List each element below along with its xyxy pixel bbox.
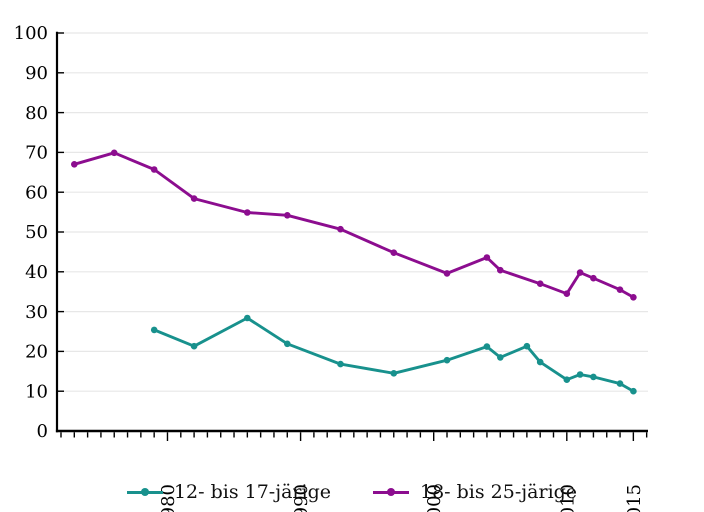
legend-label-12-17: 12- bis 17-järige: [173, 481, 331, 503]
y-tick-label: 30: [25, 302, 48, 323]
x-axis-ticks-labels: 1980 1990 2000 2010 2015: [60, 432, 648, 512]
y-tick-label: 50: [25, 222, 48, 243]
data-point-marker: [244, 314, 251, 322]
data-point-marker: [563, 376, 571, 384]
data-point-marker: [630, 294, 637, 301]
data-point-marker: [390, 249, 398, 256]
data-point-marker: [497, 266, 504, 274]
data-point-marker: [576, 269, 584, 276]
data-point-marker: [190, 195, 198, 202]
data-point-marker: [616, 380, 624, 387]
x-tick-label: 2010: [557, 484, 578, 512]
y-tick-label: 100: [14, 23, 48, 44]
data-point-marker: [390, 370, 398, 377]
x-tick-label: 1990: [291, 484, 312, 512]
y-tick-label: 90: [25, 63, 48, 84]
legend-line-sample-18-25: [373, 488, 409, 496]
data-point-marker: [536, 280, 544, 288]
series-line-0: [152, 316, 635, 393]
series-1: [71, 149, 637, 301]
data-point-marker: [497, 354, 504, 361]
legend-marker-dot-12-17: [140, 488, 149, 496]
data-point-marker: [576, 371, 584, 378]
y-tick-label: 0: [37, 421, 48, 442]
data-point-marker: [523, 342, 531, 350]
y-tick-label: 60: [25, 182, 48, 203]
chart-legend: 12- bis 17-järige 18- bis 25-järige: [0, 477, 704, 507]
y-tick-label: 10: [25, 381, 48, 402]
data-point-marker: [536, 358, 544, 366]
x-tick-label: 2000: [424, 484, 445, 512]
data-point-marker: [150, 326, 158, 334]
legend-item-18-25: 18- bis 25-järige: [373, 481, 577, 503]
data-point-marker: [150, 166, 158, 173]
data-point-marker: [616, 286, 624, 294]
data-point-marker: [284, 340, 291, 348]
legend-marker-dot-18-25: [387, 488, 395, 496]
y-tick-label: 70: [25, 143, 48, 164]
data-point-marker: [337, 225, 344, 233]
y-tick-label: 40: [25, 262, 48, 283]
data-point-marker: [443, 270, 451, 277]
data-point-marker: [337, 360, 344, 368]
data-point-marker: [630, 387, 637, 395]
data-point-marker: [71, 161, 78, 168]
data-point-marker: [443, 356, 451, 364]
data-point-marker: [244, 209, 251, 216]
series-0: [150, 314, 637, 395]
x-tick-label: 2015: [624, 484, 645, 512]
y-axis-ticks-labels: 0 10 20 30 40 50 60 70 80 90 100: [14, 23, 64, 442]
legend-label-18-25: 18- bis 25-järige: [420, 481, 578, 503]
y-tick-label: 80: [25, 103, 48, 124]
data-point-marker: [590, 373, 597, 381]
data-point-marker: [110, 149, 118, 157]
series-line-1: [72, 151, 635, 299]
data-point-marker: [284, 212, 291, 219]
data-point-marker: [590, 274, 597, 282]
data-point-marker: [190, 342, 198, 350]
gridlines: [58, 32, 648, 392]
y-tick-label: 20: [25, 342, 48, 363]
x-tick-label: 1980: [158, 484, 179, 512]
legend-line-sample-12-17: [126, 488, 163, 496]
axes: [55, 31, 648, 433]
data-point-marker: [483, 254, 491, 261]
data-point-marker: [483, 343, 491, 350]
data-point-marker: [563, 290, 571, 298]
legend-item-12-17: 12- bis 17-järige: [126, 481, 331, 503]
